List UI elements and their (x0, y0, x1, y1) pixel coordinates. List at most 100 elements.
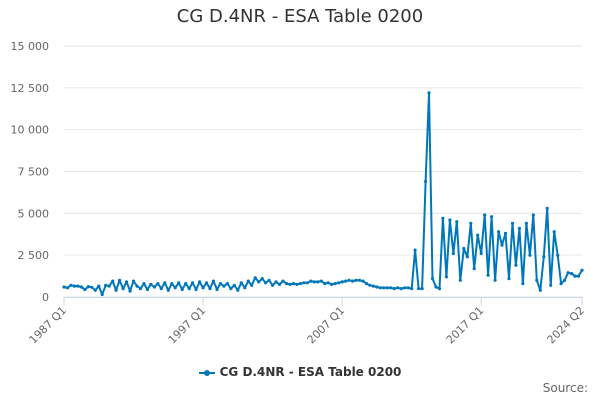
data-point[interactable] (145, 287, 149, 292)
data-point[interactable] (323, 282, 327, 286)
data-point[interactable] (114, 288, 118, 292)
data-point[interactable] (232, 283, 236, 287)
data-point[interactable] (125, 280, 129, 284)
data-point[interactable] (90, 285, 94, 289)
data-point[interactable] (97, 284, 101, 288)
data-point[interactable] (524, 221, 529, 225)
data-point[interactable] (576, 274, 581, 278)
data-point[interactable] (483, 213, 487, 217)
data-point[interactable] (291, 282, 295, 286)
data-point[interactable] (204, 281, 209, 285)
data-point[interactable] (288, 282, 292, 286)
data-point[interactable] (382, 286, 386, 290)
data-point[interactable] (277, 282, 282, 286)
data-point[interactable] (444, 275, 448, 279)
data-point[interactable] (434, 285, 438, 289)
data-point[interactable] (107, 284, 111, 288)
data-point[interactable] (399, 287, 403, 291)
data-point[interactable] (62, 285, 66, 289)
data-point[interactable] (385, 286, 389, 290)
data-point[interactable] (437, 287, 442, 291)
data-point[interactable] (152, 285, 156, 289)
data-point[interactable] (135, 284, 139, 288)
data-point[interactable] (295, 282, 299, 286)
data-point[interactable] (274, 280, 278, 284)
data-point[interactable] (229, 287, 233, 291)
data-point[interactable] (403, 286, 407, 290)
data-point[interactable] (76, 284, 80, 288)
data-point[interactable] (500, 243, 504, 247)
data-point[interactable] (458, 278, 462, 282)
data-point[interactable] (521, 282, 525, 286)
data-point[interactable] (264, 281, 268, 285)
data-point[interactable] (173, 286, 177, 290)
data-point[interactable] (507, 277, 511, 281)
data-point[interactable] (79, 285, 83, 289)
data-point[interactable] (559, 282, 563, 286)
data-point[interactable] (497, 230, 501, 234)
data-point[interactable] (535, 278, 539, 282)
data-point[interactable] (187, 287, 191, 291)
data-point[interactable] (142, 282, 146, 286)
data-point[interactable] (271, 283, 275, 287)
data-point[interactable] (566, 271, 570, 275)
data-point[interactable] (420, 287, 424, 291)
data-point[interactable] (302, 281, 306, 285)
data-point[interactable] (375, 285, 379, 289)
data-point[interactable] (552, 230, 556, 234)
data-point[interactable] (337, 281, 341, 285)
data-point[interactable] (128, 289, 132, 293)
data-point[interactable] (319, 279, 323, 283)
data-point[interactable] (131, 279, 136, 283)
data-point[interactable] (563, 278, 567, 282)
data-point[interactable] (215, 287, 219, 292)
data-point[interactable] (211, 279, 216, 283)
data-point[interactable] (149, 282, 153, 286)
data-point[interactable] (298, 282, 302, 286)
data-point[interactable] (424, 179, 428, 184)
data-point[interactable] (368, 283, 372, 287)
data-point[interactable] (180, 287, 184, 292)
data-point[interactable] (104, 283, 108, 287)
data-point[interactable] (427, 91, 431, 95)
data-point[interactable] (333, 282, 337, 286)
data-point[interactable] (166, 288, 170, 292)
data-point[interactable] (570, 272, 574, 276)
data-point[interactable] (100, 292, 104, 297)
data-point[interactable] (476, 233, 480, 237)
data-point[interactable] (156, 282, 160, 286)
data-point[interactable] (316, 280, 320, 284)
data-point[interactable] (538, 288, 542, 292)
data-point[interactable] (267, 278, 271, 282)
data-point[interactable] (503, 231, 508, 235)
data-point[interactable] (357, 278, 362, 282)
data-point[interactable] (406, 286, 410, 290)
data-point[interactable] (490, 215, 494, 219)
data-point[interactable] (417, 287, 421, 291)
data-point[interactable] (510, 221, 515, 225)
data-point[interactable] (410, 287, 414, 291)
data-point[interactable] (163, 281, 167, 285)
data-point[interactable] (469, 221, 473, 225)
data-point[interactable] (517, 226, 522, 230)
data-point[interactable] (65, 286, 70, 290)
data-point[interactable] (191, 281, 195, 285)
data-point[interactable] (493, 278, 497, 282)
data-point[interactable] (542, 255, 546, 259)
data-point[interactable] (86, 285, 90, 289)
data-point[interactable] (246, 279, 250, 283)
data-point[interactable] (430, 277, 435, 281)
data-point[interactable] (451, 251, 455, 256)
data-point[interactable] (253, 276, 257, 280)
data-point[interactable] (326, 281, 330, 285)
data-point[interactable] (222, 284, 226, 288)
data-point[interactable] (465, 255, 469, 259)
data-point[interactable] (514, 263, 518, 267)
data-point[interactable] (208, 287, 212, 291)
data-point[interactable] (531, 213, 535, 217)
data-point[interactable] (309, 279, 313, 283)
data-point[interactable] (545, 206, 549, 210)
data-point[interactable] (378, 286, 382, 290)
data-point[interactable] (330, 282, 334, 286)
data-point[interactable] (184, 282, 188, 286)
